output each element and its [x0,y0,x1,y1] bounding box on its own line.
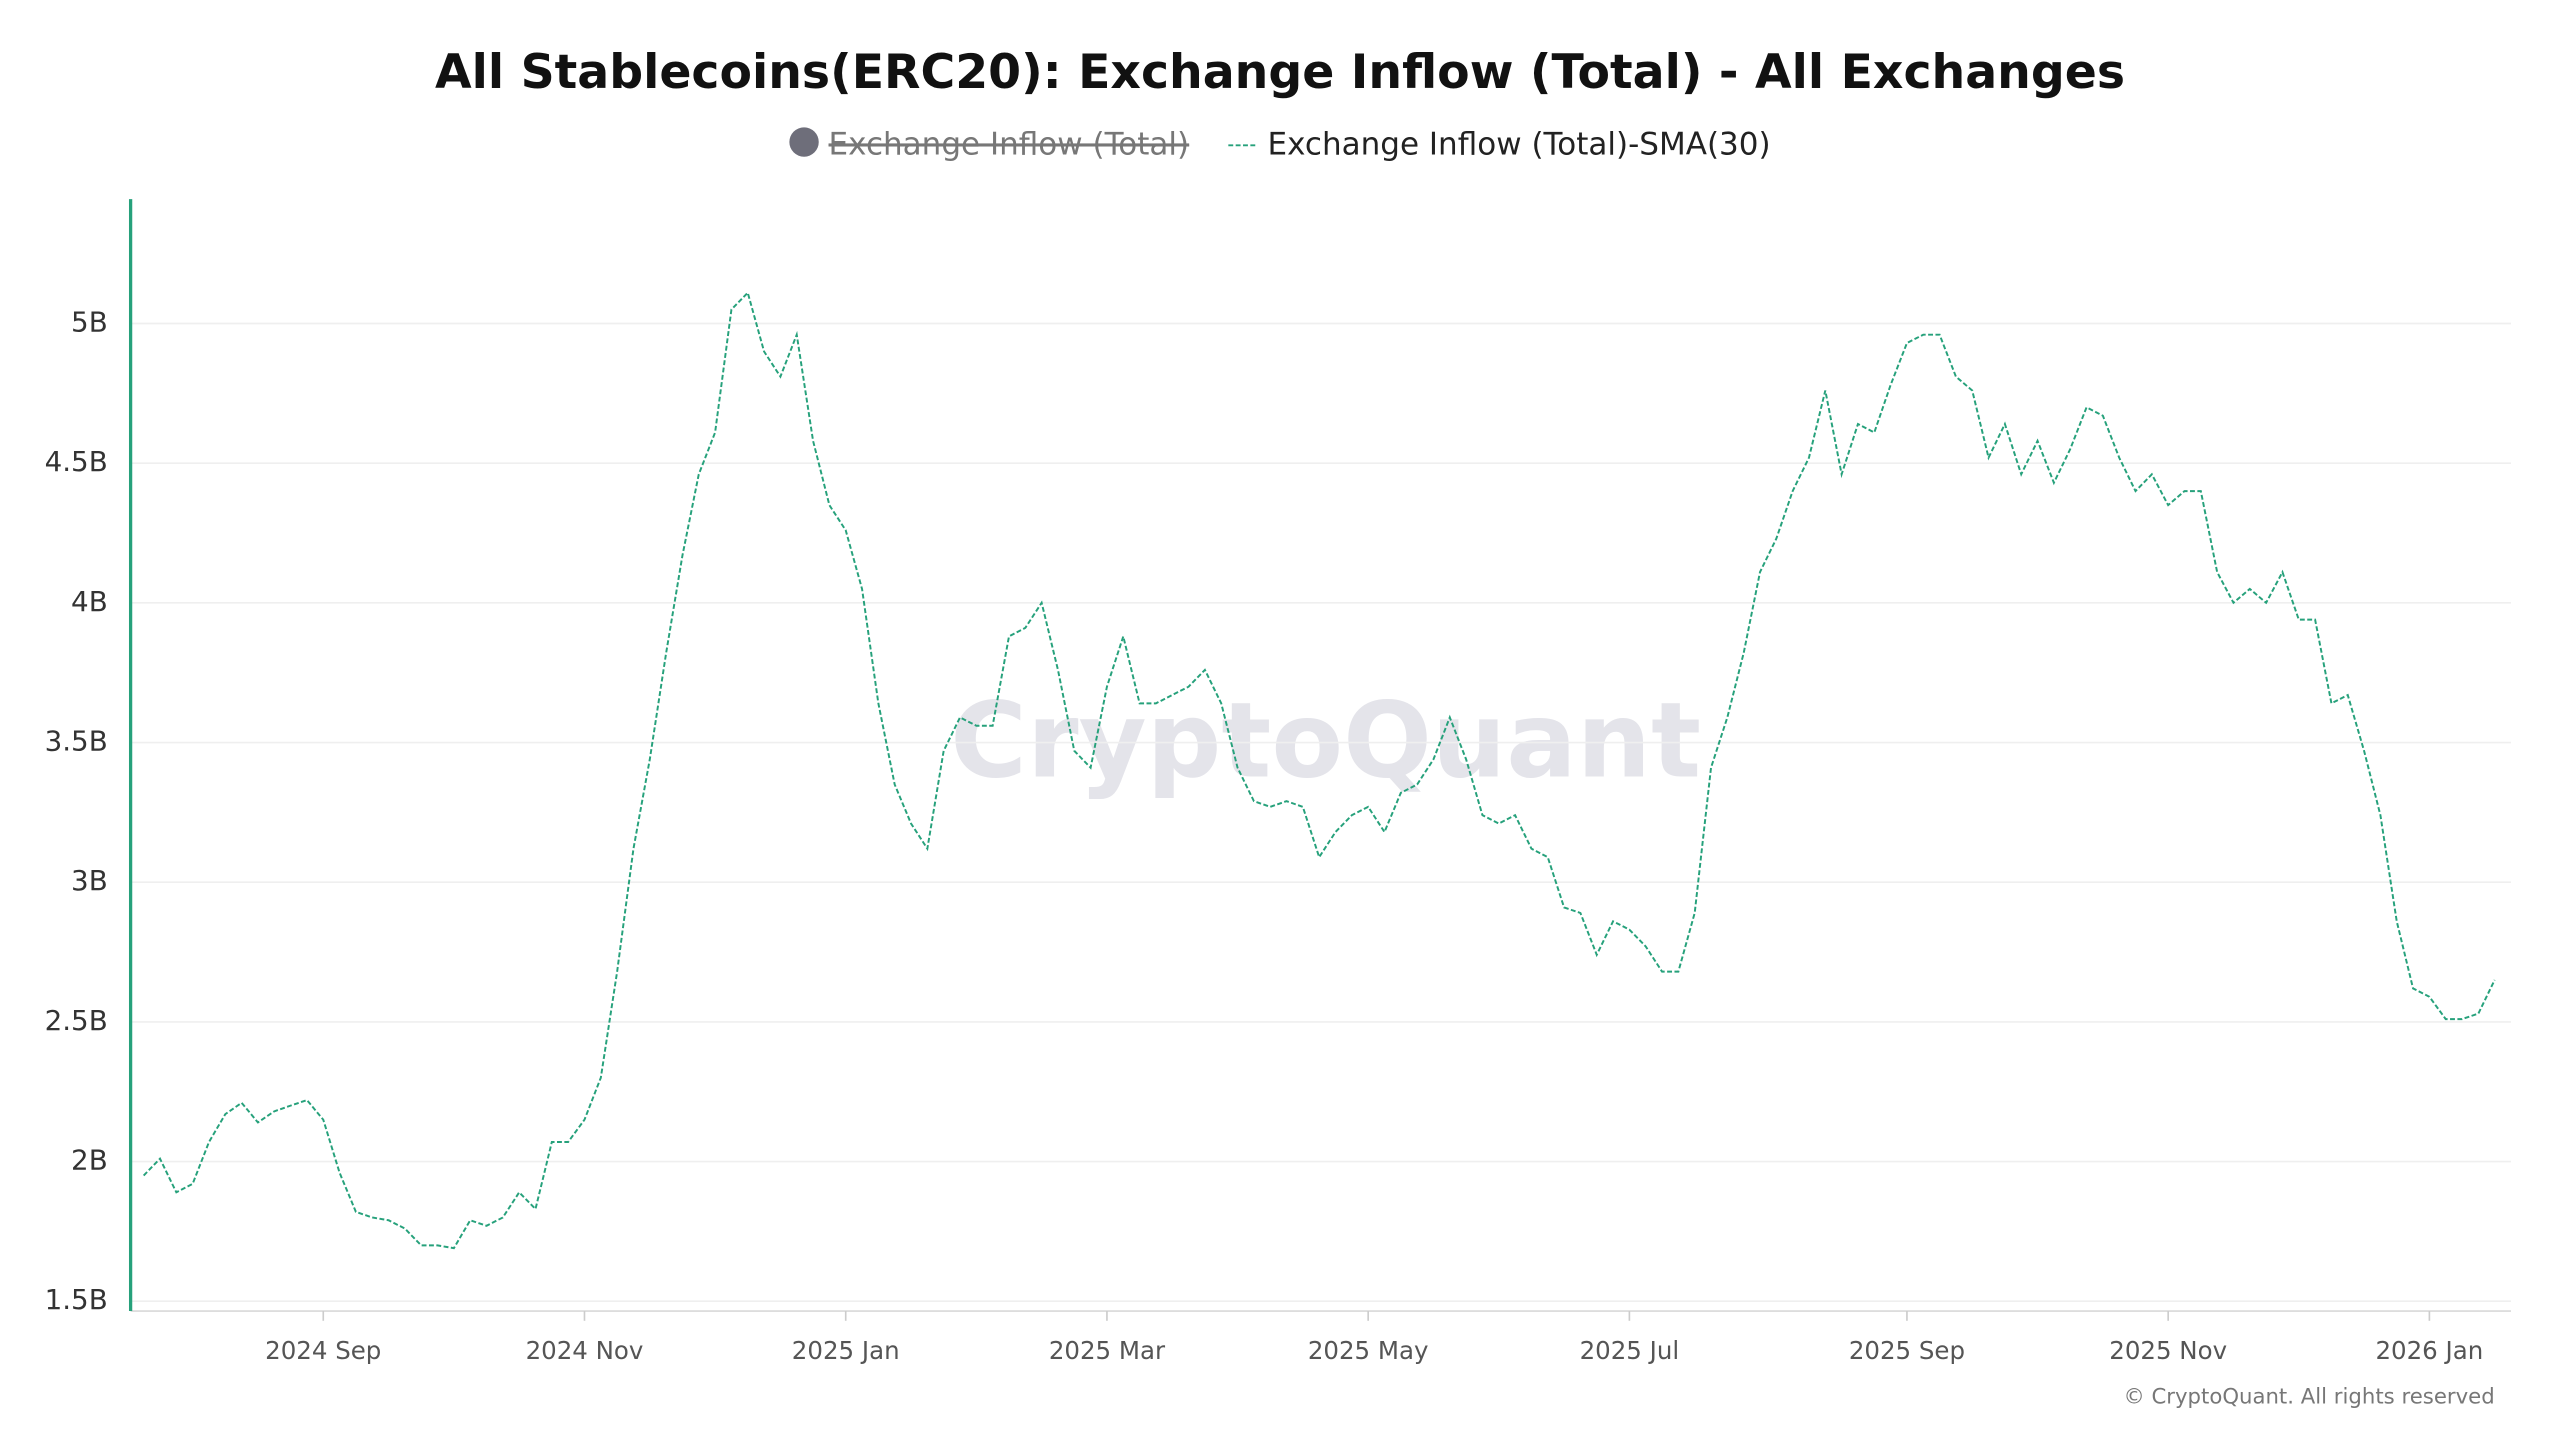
line-series [142,290,2496,1250]
legend-label: Exchange Inflow (Total) [829,126,1190,162]
x-tick-label: 2025 Nov [2109,1336,2227,1365]
x-tick-label: 2025 May [1308,1336,1429,1365]
x-tick-label: 2025 Mar [1049,1336,1166,1365]
footer: © CryptoQuant. All rights reserved [2124,1385,2495,1410]
y-tick-label: 5B [71,305,108,338]
y-tick-label: 4.5B [45,445,108,478]
x-tick-label: 2024 Sep [265,1336,381,1365]
legend-marker [789,127,819,157]
y-tick-label: 3B [71,864,108,897]
legend: Exchange Inflow (Total) Exchange Inflow (… [789,126,1771,162]
y-tick-label: 2.5B [45,1004,108,1037]
x-tick-label: 2024 Nov [526,1336,644,1365]
y-tick-label: 3.5B [45,725,108,758]
x-tick-label: 2026 Jan [2375,1336,2483,1365]
y-tick-label: 4B [71,585,108,618]
x-tick-label: 2025 Jul [1580,1336,1680,1365]
legend-label: Exchange Inflow (Total)-SMA(30) [1268,126,1771,162]
watermark: CryptoQuant [950,680,1701,802]
y-tick-label: 1.5B [45,1283,108,1316]
y-tick-label: 2B [71,1144,108,1177]
chart-title: All Stablecoins(ERC20): Exchange Inflow … [435,45,2125,100]
x-tick-label: 2025 Sep [1849,1336,1965,1365]
x-tick-label: 2025 Jan [792,1336,900,1365]
